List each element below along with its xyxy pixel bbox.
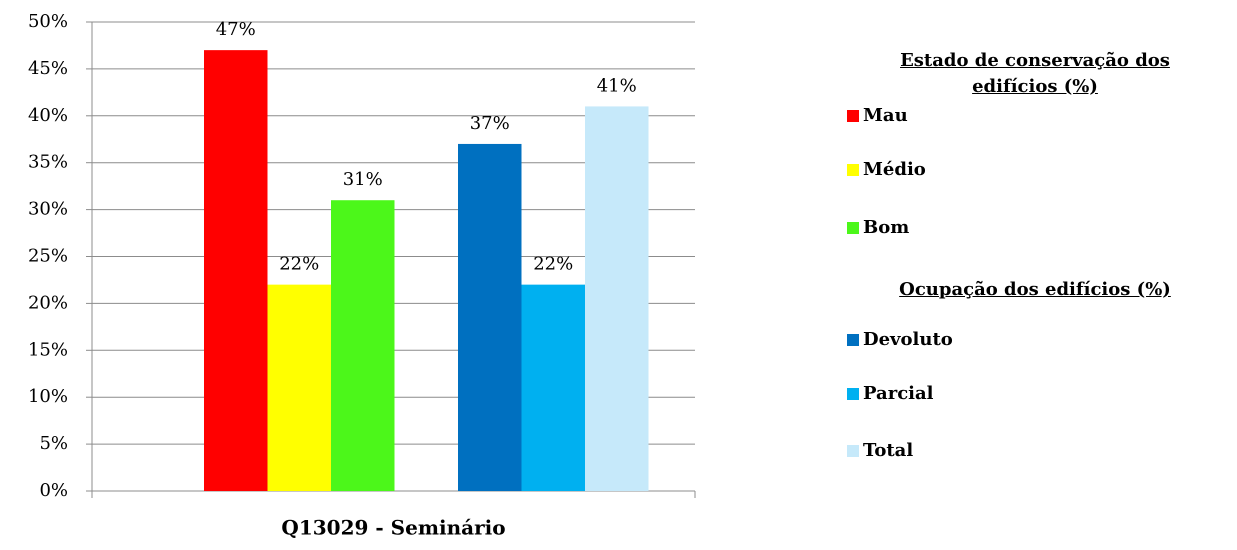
legend-swatch [847,222,859,234]
y-tick-label: 40% [28,105,68,126]
y-tick-label: 15% [28,339,68,360]
chart: 0% 5% 10% 15% 20% 25% 30% 35% 40% 45% 50% 47% 22% 31%… [28,11,696,540]
legend-label: Médio [863,159,926,180]
legend-item: Total [847,439,913,463]
bar [331,200,395,491]
bar [204,50,268,491]
y-tick-label: 10% [28,386,68,407]
legend-swatch [847,164,859,176]
bar [458,143,522,491]
y-tick-label: 30% [28,199,68,220]
legend-heading: Ocupação dos edifícios (%) [899,279,1171,300]
bar [585,106,649,492]
y-tick-label: 0% [39,480,68,501]
data-label: 41% [597,75,637,96]
legend-item: Parcial [847,382,934,406]
data-label: 37% [470,113,510,134]
y-tick-label: 25% [28,246,68,267]
legend-label: Total [863,440,914,461]
x-tick-label: Q13029 - Seminário [281,516,505,540]
legend-heading: Estado de conservação dos edifícios (%) [900,50,1170,97]
legend-label: Bom [863,217,910,238]
legend-swatch [847,334,859,346]
legend-swatch [847,388,859,400]
legend-swatch [847,110,859,122]
y-tick-label: 45% [28,58,68,79]
bar [521,284,585,491]
legend-swatch [847,445,859,457]
bar [267,284,331,491]
data-label: 22% [533,254,573,275]
legend-item: Devoluto [847,328,953,352]
y-tick-label: 35% [28,152,68,173]
legend-item: Médio [847,158,926,182]
legend-label: Devoluto [863,329,953,350]
legend-label: Mau [863,105,908,126]
legend-item: Mau [847,104,908,128]
data-label: 47% [216,19,256,40]
data-label: 22% [279,254,319,275]
y-tick-label: 20% [28,292,68,313]
legend-item: Bom [847,216,909,240]
legend-label: Parcial [863,383,934,404]
y-tick-label: 5% [39,433,68,454]
data-label: 31% [343,169,383,190]
y-tick-label: 50% [28,11,68,32]
